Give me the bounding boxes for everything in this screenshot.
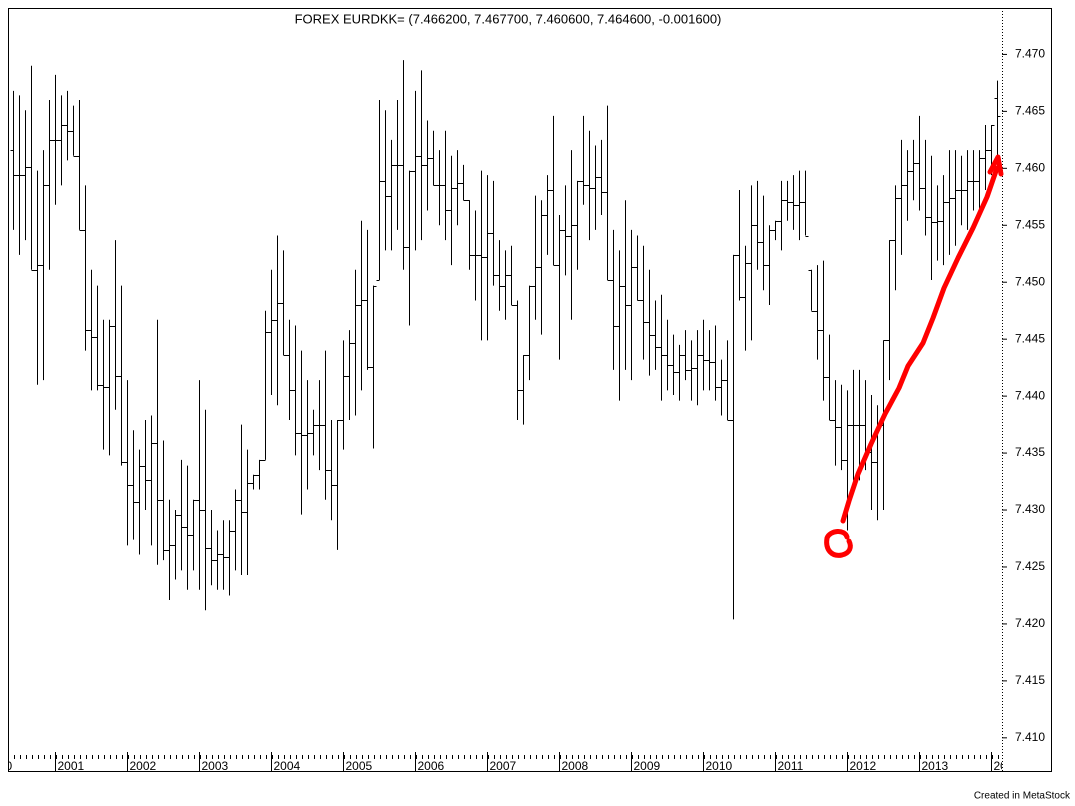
credit: Created in MetaStock bbox=[974, 791, 1071, 802]
x-tick-label: 2011 bbox=[778, 759, 804, 773]
x-tick-label: 2004 bbox=[274, 759, 301, 773]
chart-frame bbox=[8, 8, 1052, 772]
x-tick-label: 2005 bbox=[346, 759, 373, 773]
annotation-circle bbox=[824, 529, 853, 558]
x-tick-label: 2003 bbox=[202, 759, 229, 773]
x-tick-label: 2009 bbox=[634, 759, 661, 773]
y-tick-label: 7.455 bbox=[1015, 217, 1045, 231]
y-tick-label: 7.415 bbox=[1015, 673, 1045, 687]
annotation bbox=[824, 154, 1004, 558]
y-tick-label: 7.450 bbox=[1015, 274, 1045, 288]
y-tick-label: 7.460 bbox=[1015, 160, 1045, 174]
chart-title: FOREX EURDKK= (7.466200, 7.467700, 7.460… bbox=[295, 11, 722, 26]
y-tick-label: 7.425 bbox=[1015, 559, 1045, 573]
x-tick-label: 2002 bbox=[130, 759, 157, 773]
x-tick-label: 2000 bbox=[0, 759, 13, 773]
y-tick-label: 7.470 bbox=[1015, 47, 1045, 61]
price-axis-ticks: 7.410 7.415 7.420 7.425 7.430 7.435 7.440 7.445… bbox=[1002, 47, 1045, 744]
annotation-arrow bbox=[840, 165, 1000, 524]
y-tick-label: 7.420 bbox=[1015, 616, 1045, 630]
y-tick-label: 7.435 bbox=[1015, 445, 1045, 459]
x-tick-label: 2012 bbox=[850, 759, 877, 773]
x-tick-label: 2006 bbox=[418, 759, 445, 773]
x-tick-label: 2001 bbox=[58, 759, 85, 773]
x-tick-label: 2013 bbox=[922, 759, 949, 773]
y-tick-label: 7.440 bbox=[1015, 388, 1045, 402]
y-tick-label: 7.430 bbox=[1015, 502, 1045, 516]
x-tick-label: 2014 bbox=[994, 759, 1021, 773]
y-tick-label: 7.445 bbox=[1015, 331, 1045, 345]
y-tick-label: 7.410 bbox=[1015, 730, 1045, 744]
price-bars bbox=[10, 60, 1001, 620]
x-tick-label: 2010 bbox=[706, 759, 733, 773]
x-tick-label: 2007 bbox=[490, 759, 517, 773]
time-axis: 2000 2001 2002 2003 2004 2005 2006 2007 2008 2009… bbox=[0, 752, 1021, 773]
x-tick-label: 2008 bbox=[562, 759, 589, 773]
annotation-arrowhead bbox=[987, 154, 1004, 177]
y-tick-label: 7.465 bbox=[1015, 104, 1045, 118]
